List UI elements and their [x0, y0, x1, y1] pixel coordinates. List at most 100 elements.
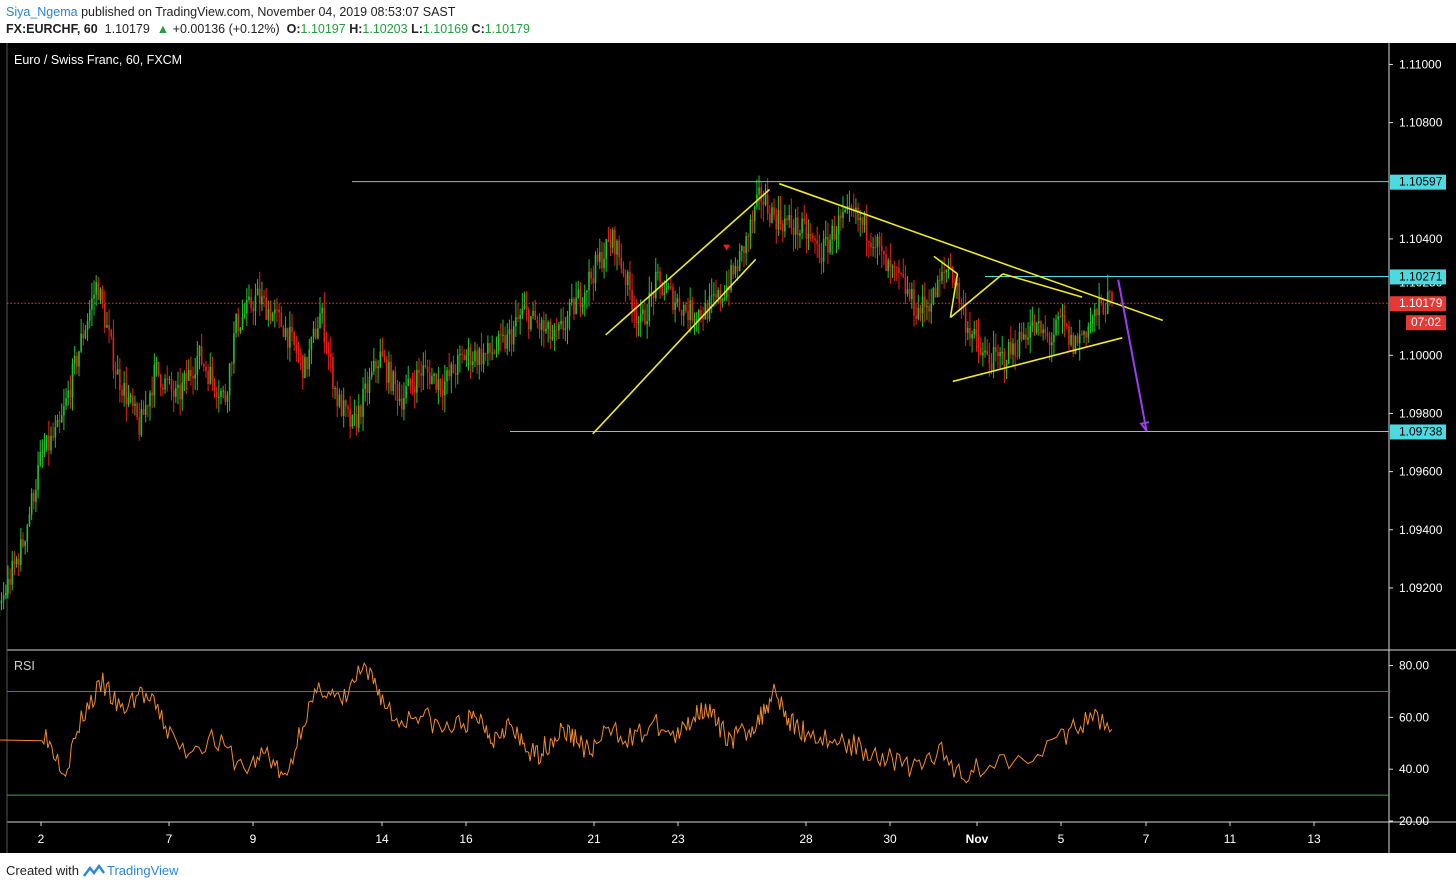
- candle: [110, 328, 113, 340]
- candle: [786, 215, 788, 226]
- candle-body: [829, 239, 831, 253]
- candle: [977, 318, 980, 364]
- candle-body: [157, 361, 160, 375]
- candle-body: [243, 313, 246, 317]
- candle: [859, 209, 861, 237]
- candle-body: [280, 312, 283, 327]
- candle-body: [491, 352, 493, 354]
- footer: Created with TradingView: [6, 863, 179, 878]
- candle-body: [994, 346, 997, 352]
- candle-body: [291, 326, 293, 332]
- pattern-line: [949, 273, 959, 318]
- footer-prefix: Created with: [6, 863, 79, 878]
- candle-body: [758, 187, 760, 195]
- candle: [687, 297, 689, 330]
- candle: [1010, 326, 1012, 360]
- candle: [282, 325, 285, 338]
- candle-body: [517, 317, 519, 319]
- candle: [175, 380, 177, 403]
- candle-body: [1042, 329, 1044, 334]
- candle: [878, 232, 881, 256]
- candle-body: [32, 493, 35, 502]
- candle-body: [885, 254, 887, 271]
- candle: [67, 380, 70, 406]
- candle-body: [213, 379, 216, 392]
- candle: [394, 366, 397, 401]
- candle-body: [624, 274, 627, 286]
- candle-body: [416, 369, 418, 393]
- candle-body: [848, 205, 851, 207]
- candle-body: [568, 302, 571, 317]
- candle: [301, 354, 304, 390]
- candle-body: [207, 371, 209, 384]
- candle-body: [921, 296, 924, 314]
- candle: [984, 336, 986, 358]
- candle: [95, 275, 97, 306]
- candle-body: [990, 363, 993, 370]
- candle: [314, 317, 317, 340]
- candle: [824, 220, 827, 247]
- candle-body: [495, 349, 498, 353]
- candle: [26, 523, 29, 553]
- candle: [1100, 294, 1103, 306]
- candle: [209, 352, 212, 385]
- low-value: 1.10169: [422, 22, 469, 36]
- candle-body: [547, 322, 549, 329]
- candle-body: [1066, 324, 1068, 326]
- candle-body: [620, 257, 623, 269]
- candle-body: [1055, 319, 1057, 335]
- candle: [689, 287, 691, 333]
- candle: [284, 316, 287, 341]
- candle-body: [667, 286, 670, 288]
- candle-body: [951, 266, 954, 283]
- candle: [461, 345, 463, 364]
- rsi-panel: [0, 661, 1389, 796]
- candle: [405, 374, 407, 404]
- candle: [63, 388, 65, 430]
- candle: [325, 331, 328, 355]
- candle-body: [1072, 335, 1075, 355]
- candle: [1087, 322, 1090, 343]
- chart-canvas[interactable]: 1.09200 1.09400 1.09600 1.09800 1.10000 1.104…: [0, 43, 1456, 855]
- candle-body: [863, 215, 866, 225]
- candle: [648, 276, 651, 327]
- publish-info: published on TradingView.com, November 0…: [81, 5, 456, 19]
- time-tick-label: 28: [799, 832, 813, 846]
- candle: [895, 266, 898, 282]
- candle: [592, 265, 595, 301]
- candle-body: [975, 328, 978, 336]
- rsi-tick-label: 20.00: [1399, 814, 1429, 828]
- candle-body: [588, 271, 590, 291]
- candle-body: [775, 215, 778, 230]
- candle-body: [571, 298, 573, 303]
- current-price-tag: [1390, 296, 1446, 312]
- candle: [730, 259, 732, 294]
- time-tick-label: 7: [166, 832, 173, 846]
- candle: [319, 297, 321, 329]
- footer-brand[interactable]: TradingView: [106, 863, 179, 878]
- candle-body: [967, 328, 969, 333]
- candle: [573, 296, 575, 321]
- candle-body: [411, 385, 414, 387]
- candle-body: [448, 370, 450, 377]
- candle: [934, 282, 937, 298]
- candle-body: [721, 298, 724, 303]
- candle: [949, 253, 952, 268]
- candle-body: [915, 315, 917, 320]
- author-link[interactable]: Siya_Ngema: [6, 5, 78, 19]
- candle: [1044, 315, 1047, 340]
- candle: [564, 317, 567, 342]
- candle: [773, 198, 775, 221]
- candle-body: [78, 351, 80, 367]
- candle: [448, 352, 450, 381]
- candle-body: [239, 327, 242, 332]
- candle-body: [155, 361, 158, 365]
- candle-body: [377, 366, 379, 369]
- candle: [911, 282, 913, 309]
- candle: [80, 318, 82, 354]
- candle-body: [13, 561, 16, 564]
- candle-body: [67, 390, 70, 398]
- candle-body: [659, 271, 661, 282]
- candle: [155, 357, 158, 377]
- candle: [144, 391, 147, 423]
